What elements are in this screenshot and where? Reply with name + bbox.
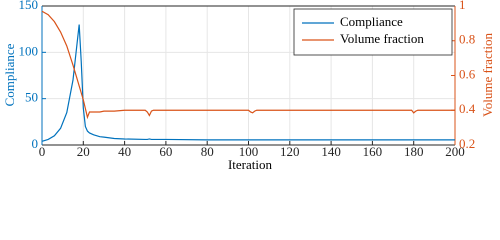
series-line: [41, 10, 455, 120]
x-tick-label: 200: [445, 144, 465, 159]
y2-tick-label: 0.2: [459, 136, 475, 151]
y-axis-label: Compliance: [2, 43, 17, 106]
x-axis-label: Iteration: [228, 157, 273, 172]
series-line: [41, 24, 455, 142]
page: {"chart_data": {"type": "line", "xlabel"…: [1, 0, 495, 172]
legend-box: [293, 8, 453, 56]
x-tick-label: 40: [118, 144, 131, 159]
legend-label: Compliance: [340, 14, 403, 29]
y2-tick-label: 0.6: [459, 66, 476, 81]
y2-tick-label: 0.8: [459, 32, 475, 47]
x-tick-label: 0: [39, 144, 46, 159]
legend-label: Volume fraction: [340, 31, 424, 46]
x-tick-label: 160: [363, 144, 383, 159]
x-tick-label: 100: [239, 144, 259, 159]
y-tick-label: 0: [32, 136, 39, 151]
y2-tick-label: 0.4: [459, 101, 476, 116]
y2-tick-label: 1: [459, 0, 466, 12]
x-tick-label: 180: [404, 144, 424, 159]
chart: Iteration Compliance Volume fraction 0 20…: [2, 0, 495, 172]
y2-axis-label: Volume fraction: [480, 33, 495, 117]
y-tick-label: 50: [25, 90, 38, 105]
x-tick-label: 80: [201, 144, 214, 159]
x-tick-label: 60: [159, 144, 172, 159]
y-tick-label: 150: [19, 0, 39, 12]
x-tick-label: 20: [77, 144, 90, 159]
x-tick-label: 120: [280, 144, 300, 159]
y-tick-label: 100: [19, 43, 39, 58]
x-tick-label: 140: [321, 144, 341, 159]
